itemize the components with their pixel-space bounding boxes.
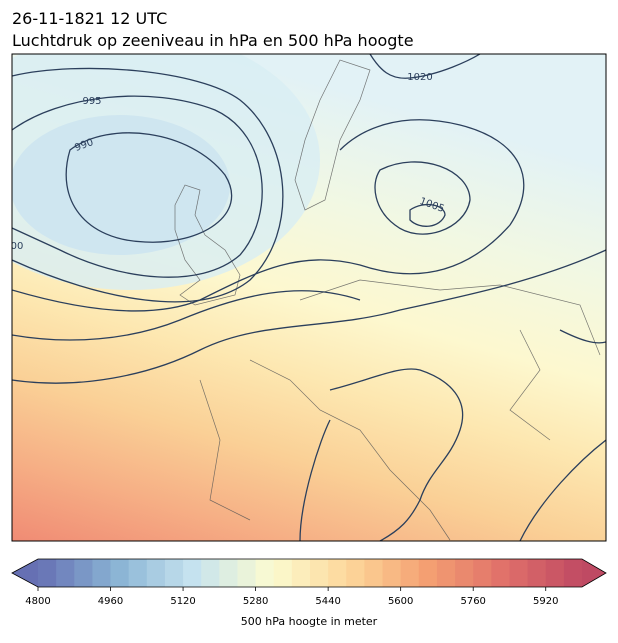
colorbar-segment (455, 559, 474, 587)
subtitle: Luchtdruk op zeeniveau in hPa en 500 hPa… (12, 31, 414, 50)
colorbar-tick-label: 5440 (315, 596, 340, 607)
colorbar-tick-label: 5920 (533, 596, 558, 607)
contour (12, 290, 361, 341)
colorbar-segment (527, 559, 547, 587)
colorbar-segment (56, 559, 75, 587)
coastline (174, 59, 601, 541)
colorbar-segment (38, 559, 57, 587)
colorbar-segment (92, 559, 112, 587)
title: 26-11-1821 12 UTC (12, 9, 167, 28)
contour-label: 1020 (407, 72, 432, 83)
contour (559, 329, 606, 344)
colorbar-segment (436, 559, 456, 587)
contour (374, 161, 471, 235)
contour-label: 995 (82, 96, 101, 107)
colorbar-segment (400, 559, 420, 587)
colorbar-segment (201, 559, 220, 587)
contour (12, 95, 263, 278)
colorbar-segment (255, 559, 275, 587)
contour (12, 249, 606, 384)
contour (65, 132, 233, 243)
colorbar-segment (310, 559, 329, 587)
colorbar-tick-label: 5120 (170, 596, 195, 607)
colorbar-segment (563, 559, 583, 587)
contour-label: 00 (11, 241, 24, 252)
contour (299, 419, 331, 541)
colorbar-tick-label: 5600 (388, 596, 413, 607)
colorbar-segment (146, 559, 166, 587)
contour (12, 119, 525, 312)
colorbar: 4800 4960 5120 5280 5440 5600 5760 5920 (11, 558, 607, 607)
contour (519, 439, 606, 541)
contour (12, 67, 284, 303)
colorbar-tick-label: 5280 (243, 596, 268, 607)
low-core (12, 115, 230, 255)
colorbar-label: 500 hPa hoogte in meter (241, 615, 378, 628)
map-frame (11, 53, 607, 542)
colorbar-segment (545, 559, 565, 587)
colorbar-segment (509, 559, 529, 587)
colorbar-extend-low (12, 559, 38, 587)
colorbar-segment (273, 559, 293, 587)
contour (369, 54, 481, 79)
colorbar-tick-label: 4800 (25, 596, 50, 607)
colorbar-tick-label: 4960 (98, 596, 123, 607)
colorbar-segment (128, 559, 148, 587)
colorbar-segment (291, 559, 311, 587)
colorbar-segment (382, 559, 402, 587)
contour (409, 203, 446, 227)
colorbar-segment (74, 559, 93, 587)
colorbar-tick-label: 5760 (460, 596, 485, 607)
colorbar-segment (110, 559, 130, 587)
colorbar-segment (364, 559, 384, 587)
map: 995 990 1020 1005 00 (11, 54, 606, 541)
colorbar-segment (164, 559, 184, 587)
colorbar-segment (473, 559, 492, 587)
colorbar-segment (346, 559, 365, 587)
colorbar-extend-high (582, 559, 606, 587)
colorbar-segment (328, 559, 347, 587)
colorbar-segment (418, 559, 438, 587)
colorbar-segment (237, 559, 257, 587)
contour (329, 368, 464, 541)
colorbar-segment (183, 559, 202, 587)
colorbar-segment (491, 559, 510, 587)
colorbar-segment (219, 559, 238, 587)
